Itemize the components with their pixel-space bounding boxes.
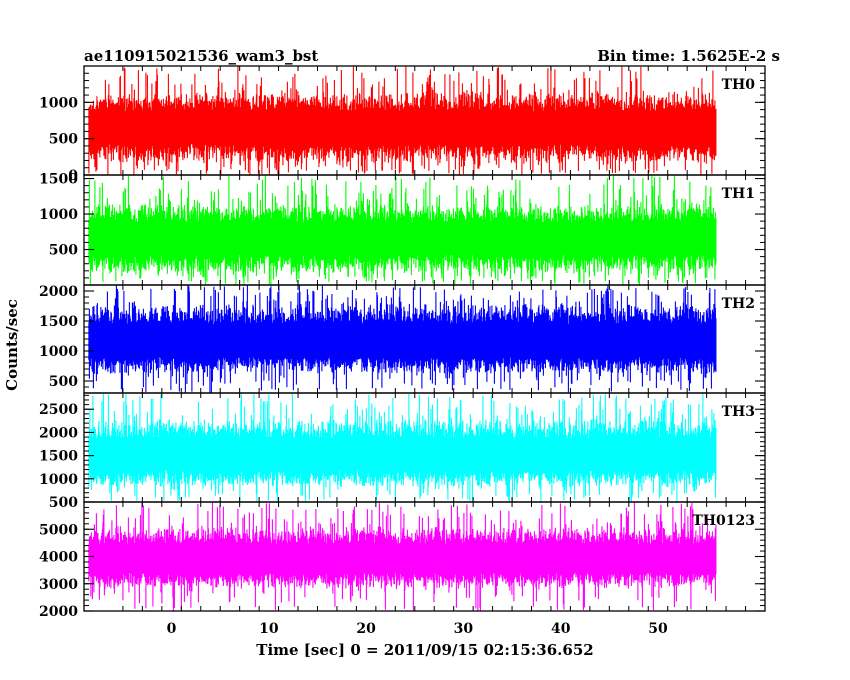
y-tick-label: 1000 <box>39 344 78 360</box>
x-tick-label: 30 <box>454 621 474 637</box>
y-tick-label: 1500 <box>39 314 78 330</box>
panel-th0123: 2000 3000 4000 5000 TH0123 <box>39 501 766 620</box>
panel-label-th1: TH1 <box>722 186 755 202</box>
panel-th3: 500 1000 1500 2000 2500 TH3 <box>39 392 766 511</box>
y-tick-label: 2000 <box>39 284 78 300</box>
x-tick-label: 0 <box>167 621 177 637</box>
y-tick-label: 5000 <box>39 522 78 538</box>
series-trace-th1 <box>88 175 717 285</box>
panel-label-th0123: TH0123 <box>692 513 755 529</box>
x-axis-layer: 0 10 20 30 40 50 <box>167 621 668 637</box>
series-trace-th0123 <box>88 502 717 611</box>
x-tick-label: 10 <box>259 621 279 637</box>
y-tick-label: 500 <box>49 243 78 259</box>
y-axis-label: Counts/sec <box>3 299 21 391</box>
panel-th2: 500 1000 1500 2000 TH2 <box>39 284 766 394</box>
x-axis-label: Time [sec] 0 = 2011/09/15 02:15:36.652 <box>256 641 593 659</box>
series-trace-th3 <box>88 393 717 502</box>
y-tick-label: 4000 <box>39 550 78 566</box>
y-tick-label: 500 <box>49 374 78 390</box>
series-trace-th2 <box>88 285 717 393</box>
x-tick-label: 50 <box>648 621 668 637</box>
y-tick-label: 3000 <box>39 577 78 593</box>
panel-label-th2: TH2 <box>722 296 755 312</box>
y-tick-label: 1000 <box>39 95 78 111</box>
panel-th1: 500 1000 1500 TH1 <box>39 172 766 286</box>
bin-time-label: Bin time: 1.5625E-2 s <box>597 47 780 65</box>
y-tick-label: 2000 <box>39 604 78 620</box>
y-tick-label: 1500 <box>39 449 78 465</box>
y-tick-label: 2500 <box>39 402 78 418</box>
chart-title: ae110915021536_wam3_bst <box>84 47 318 65</box>
y-tick-label: 500 <box>49 132 78 148</box>
panels-layer: 0 500 1000 TH0 500 1000 1500 TH1 500 1000 1500 2000… <box>39 65 766 620</box>
y-tick-label: 2000 <box>39 425 78 441</box>
panel-label-th3: TH3 <box>722 404 755 420</box>
x-tick-label: 40 <box>551 621 571 637</box>
y-tick-label: 1000 <box>39 207 78 223</box>
y-tick-label: 1500 <box>39 172 78 188</box>
series-trace-th0 <box>88 66 717 175</box>
y-tick-label: 1000 <box>39 472 78 488</box>
x-tick-label: 20 <box>356 621 376 637</box>
y-tick-label: 0 <box>68 168 78 184</box>
y-tick-label: 500 <box>49 495 78 511</box>
panel-th0: 0 500 1000 TH0 <box>39 65 766 184</box>
panel-label-th0: TH0 <box>722 77 756 93</box>
